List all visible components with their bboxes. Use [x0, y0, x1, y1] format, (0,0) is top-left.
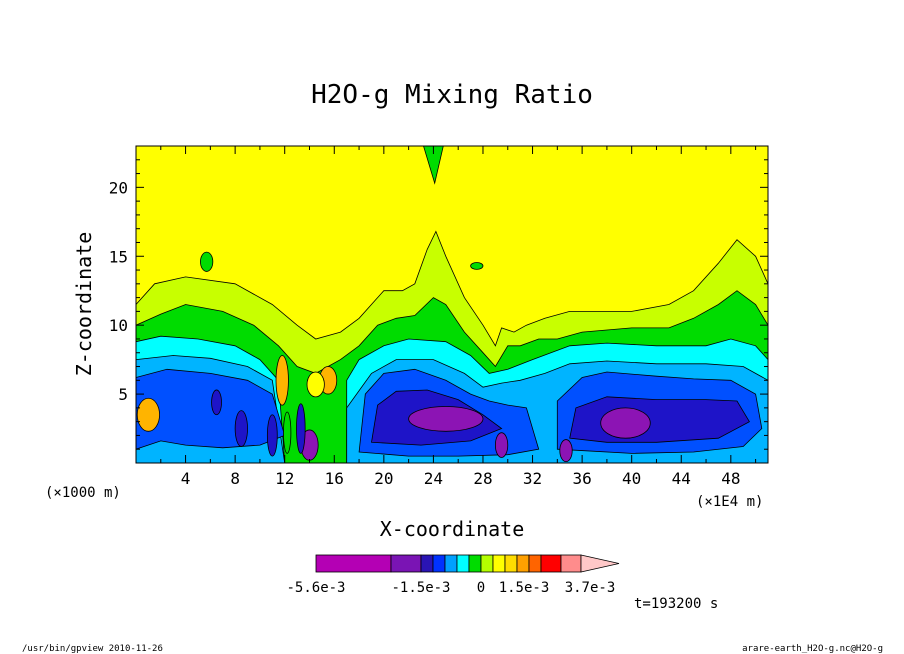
- y-tick-label: 20: [109, 178, 128, 197]
- chart-title: H2O-g Mixing Ratio: [311, 80, 593, 110]
- colorbar-labels: -5.6e-3 -1.5e-3 0 1.5e-3 3.7e-3: [286, 580, 615, 596]
- contour-field: [136, 146, 768, 463]
- x-axis-label: X-coordinate: [380, 517, 525, 541]
- colorbar-arrow: [580, 554, 620, 573]
- colorbar-swatch: [504, 554, 518, 573]
- x-tick-label: 40: [622, 469, 641, 488]
- footer-left: /usr/bin/gpview 2010-11-26: [22, 644, 163, 654]
- y-axis: 5 10 15 20: [109, 159, 768, 450]
- colorbar-swatch: [432, 554, 446, 573]
- x-axis: 4 8 12 16 20 24 28 32 36 40 44 48: [160, 146, 757, 488]
- colorbar-swatch: [492, 554, 506, 573]
- x-tick-label: 28: [473, 469, 492, 488]
- colorbar-label: -1.5e-3: [391, 580, 450, 596]
- x-tick-label: 32: [523, 469, 542, 488]
- colorbar-swatch: [528, 554, 542, 573]
- colorbar-label: 0: [477, 580, 485, 596]
- x-tick-label: 12: [275, 469, 294, 488]
- time-label: t=193200 s: [634, 596, 718, 612]
- band-orange: [136, 397, 160, 432]
- band-purple: [559, 439, 573, 463]
- band-purple: [494, 432, 509, 458]
- y-axis-label: Z-coordinate: [72, 232, 96, 377]
- x-tick-label: 20: [374, 469, 393, 488]
- band-darkblue: [569, 396, 750, 443]
- band-yellow-patch: [306, 371, 325, 398]
- colorbar-swatch: [456, 554, 470, 573]
- x-unit-right: (×1E4 m): [696, 494, 763, 510]
- colorbar-label: -5.6e-3: [286, 580, 345, 596]
- band-green-patch: [423, 146, 444, 185]
- x-tick-label: 8: [230, 469, 240, 488]
- band-darkblue: [266, 414, 278, 457]
- colorbar-swatch: [468, 554, 482, 573]
- colorbar-swatch: [516, 554, 530, 573]
- band-green-patch: [283, 411, 292, 454]
- band-purple: [600, 407, 651, 439]
- colorbar-swatch: [540, 554, 562, 573]
- x-tick-label: 16: [325, 469, 344, 488]
- band-orange: [275, 355, 289, 406]
- band-green-patch: [470, 262, 484, 270]
- colorbar: [315, 554, 620, 573]
- x-tick-label: 44: [672, 469, 691, 488]
- x-tick-label: 48: [721, 469, 740, 488]
- colorbar-swatch: [315, 554, 392, 573]
- colorbar-label: 1.5e-3: [499, 580, 550, 596]
- plot-frame: [135, 145, 769, 464]
- x-tick-label: 24: [424, 469, 443, 488]
- band-green-patch: [200, 251, 214, 272]
- colorbar-label: 3.7e-3: [565, 580, 616, 596]
- colorbar-swatch: [390, 554, 422, 573]
- colorbar-swatch: [420, 554, 434, 573]
- x-unit-left: (×1000 m): [45, 485, 121, 501]
- colorbar-swatch: [480, 554, 494, 573]
- band-darkblue: [296, 403, 306, 454]
- x-tick-label: 4: [181, 469, 191, 488]
- y-tick-label: 5: [118, 385, 128, 404]
- x-tick-label: 36: [572, 469, 591, 488]
- colorbar-swatch: [560, 554, 582, 573]
- band-darkblue: [234, 410, 248, 447]
- y-tick-label: 15: [109, 247, 128, 266]
- band-darkblue: [211, 389, 222, 416]
- colorbar-swatch: [444, 554, 458, 573]
- y-tick-label: 10: [109, 316, 128, 335]
- band-purple: [408, 406, 484, 432]
- footer-right: arare-earth_H2O-g.nc@H2O-g: [742, 644, 883, 654]
